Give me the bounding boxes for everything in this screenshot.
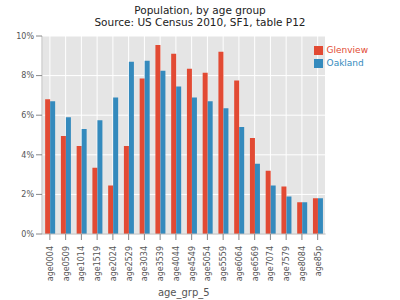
svg-text:age5559: age5559	[219, 246, 228, 281]
svg-text:age3539: age3539	[156, 246, 165, 281]
svg-text:2%: 2%	[21, 190, 34, 199]
svg-text:10%: 10%	[16, 32, 34, 41]
svg-text:age0004: age0004	[46, 246, 55, 281]
html-text:Oakland: Oakland	[326, 58, 364, 68]
svg-text:6%: 6%	[21, 111, 34, 120]
html-text:Source: US Census 2010, SF1, t: Source: US Census 2010, SF1, table P12	[94, 16, 306, 28]
svg-text:age1519: age1519	[93, 246, 102, 281]
svg-text:8%: 8%	[21, 71, 34, 80]
svg-text:age7579: age7579	[282, 246, 291, 281]
svg-text:age2529: age2529	[125, 246, 134, 281]
svg-text:age6064: age6064	[235, 246, 244, 281]
svg-text:age4549: age4549	[188, 246, 197, 281]
svg-text:age85p: age85p	[314, 246, 323, 276]
svg-text:age0509: age0509	[62, 246, 71, 281]
svg-text:age2024: age2024	[109, 246, 118, 281]
html-text:Glenview: Glenview	[326, 45, 368, 55]
svg-text:age4044: age4044	[172, 246, 181, 281]
svg-text:age_grp_5: age_grp_5	[158, 287, 210, 299]
svg-text:age1014: age1014	[77, 246, 86, 281]
html-text:Population, by age group: Population, by age group	[134, 4, 266, 16]
svg-text:4%: 4%	[21, 151, 34, 160]
svg-text:age8084: age8084	[298, 246, 307, 281]
svg-text:age5054: age5054	[203, 246, 212, 281]
svg-text:age6569: age6569	[251, 246, 260, 281]
svg-text:0%: 0%	[21, 230, 34, 239]
svg-text:age7074: age7074	[266, 246, 275, 281]
svg-text:age3034: age3034	[140, 246, 149, 281]
